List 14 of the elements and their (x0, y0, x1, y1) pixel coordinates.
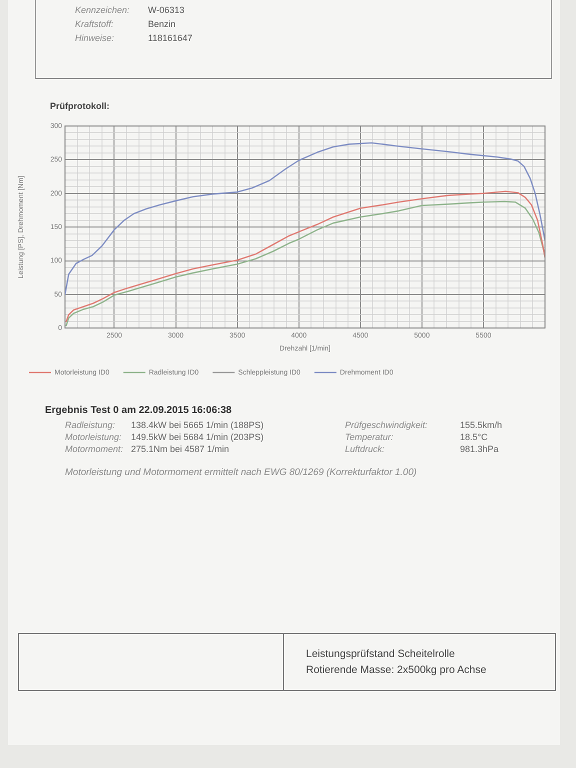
text: Kraftstoff: Benzin (75, 19, 176, 29)
text: Motorleistung und Motormoment ermittelt nach EWG 80/1269 (Korrekturfaktor 1.00) (65, 467, 417, 478)
text: Rotierende Masse: 2x500kg pro Achse (306, 663, 486, 678)
text: Radleistung: 138.4kW bei 5665 1/min (188PS) (65, 420, 264, 430)
text: Leistungsprüfstand Scheitelrolle (306, 647, 456, 662)
text: Temperatur: 18.5°C (345, 432, 488, 442)
chart-title: Prüfprotokoll: (50, 101, 110, 111)
text: Kennzeichen: W-06313 (75, 5, 184, 15)
text: Motormoment: 275.1Nm bei 4587 1/min (65, 443, 230, 455)
text: Motorleistung: 149.5kW bei 5684 1/min (203PS) (65, 431, 265, 443)
text: Luftdruck: 981.3hPa (345, 444, 499, 454)
text: Ergebnis Test 0 am 22.09.2015 16:06:38 (45, 405, 232, 416)
text: Hinweise: 118161647 (75, 33, 192, 43)
text: Prüfgeschwindigkeit: 155.5km/h (345, 420, 502, 430)
